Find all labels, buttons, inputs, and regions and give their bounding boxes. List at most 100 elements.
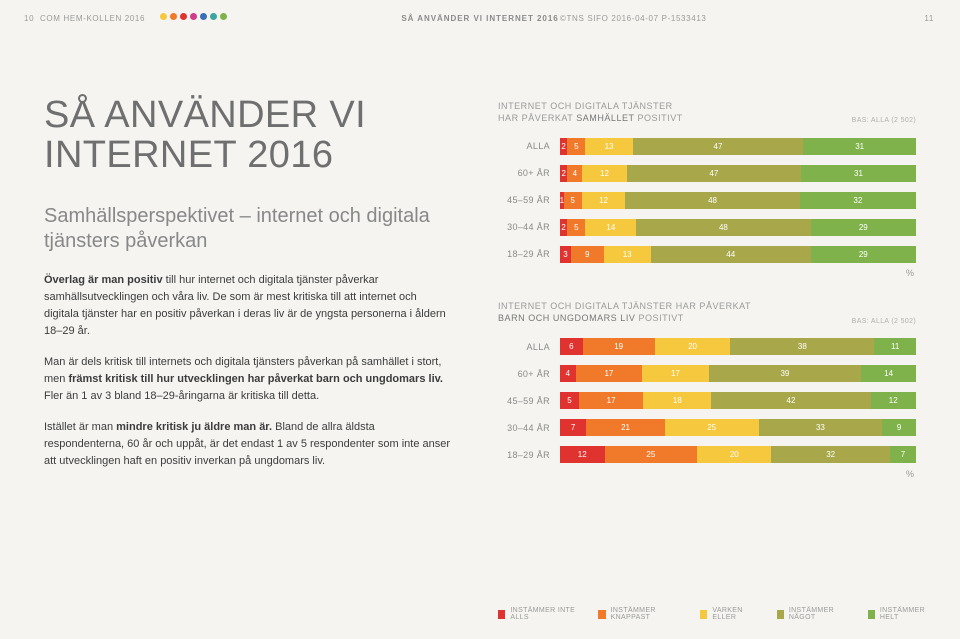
bar-segment: 11 [874,338,916,355]
subtitle: Samhällsperspektivet – internet och digi… [44,204,452,254]
chart-row: ALLA25134731 [498,136,916,156]
bar-segment: 12 [582,192,626,209]
percent-label: % [498,268,916,278]
bar-segment: 21 [586,419,665,436]
bar-segment: 5 [567,138,585,155]
chart-row: 30–44 ÅR72125339 [498,418,916,438]
chart-row: 30–44 ÅR25144829 [498,217,916,237]
bar-segment: 32 [800,192,916,209]
chart-row: 60+ ÅR24124731 [498,163,916,183]
stacked-bar: 72125339 [560,419,916,436]
brand-dot-icon [190,13,197,20]
bar-segment: 44 [651,246,811,263]
legend-swatch-icon [598,610,605,619]
bar-segment: 29 [811,219,916,236]
bar-segment: 2 [560,219,567,236]
row-label: 60+ ÅR [498,369,560,379]
stacked-bar: 39134429 [560,246,916,263]
stacked-bar: 417173914 [560,365,916,382]
bar-segment: 13 [604,246,651,263]
stacked-bar: 517184212 [560,392,916,409]
legend-item: INSTÄMMER NÅGOT [777,607,850,621]
stacked-bar-chart: ALLA2513473160+ ÅR2412473145–59 ÅR151248… [498,136,916,264]
chart-title-text: INTERNET OCH DIGITALA TJÄNSTER HAR PÅVER… [498,300,751,324]
legend-label: INSTÄMMER HELT [880,607,934,621]
row-label: 60+ ÅR [498,168,560,178]
bar-segment: 9 [882,419,916,436]
page-number-right: 11 [924,14,934,23]
bar-segment: 39 [709,365,862,382]
bar-segment: 31 [803,138,916,155]
bar-segment: 42 [711,392,870,409]
bar-segment: 20 [697,446,771,463]
bar-segment: 14 [861,365,916,382]
stacked-bar-chart: ALLA61920381160+ ÅR41717391445–59 ÅR5171… [498,337,916,465]
bar-segment: 25 [605,446,698,463]
bar-segment: 32 [771,446,890,463]
chart-row: ALLA619203811 [498,337,916,357]
bar-segment: 9 [571,246,604,263]
right-column: INTERNET OCH DIGITALA TJÄNSTERHAR PÅVERK… [498,100,916,479]
bar-segment: 2 [560,138,567,155]
stacked-bar: 24124731 [560,165,916,182]
bar-segment: 4 [567,165,582,182]
chart-basis: BAS: ALLA (2 502) [852,117,916,124]
chart-row: 18–29 ÅR39134429 [498,244,916,264]
bar-segment: 2 [560,165,567,182]
chart-title: INTERNET OCH DIGITALA TJÄNSTERHAR PÅVERK… [498,100,916,124]
brand-dot-icon [180,13,187,20]
legend: INSTÄMMER INTE ALLS INSTÄMMER KNAPPAST VAR… [498,607,934,621]
legend-item: INSTÄMMER KNAPPAST [598,607,682,621]
chart-title: INTERNET OCH DIGITALA TJÄNSTER HAR PÅVER… [498,300,916,324]
legend-swatch-icon [700,610,707,619]
bar-segment: 13 [585,138,632,155]
para-2: Man är dels kritisk till internets och d… [44,354,452,405]
bar-segment: 38 [730,338,874,355]
legend-swatch-icon [868,610,875,619]
legend-swatch-icon [498,610,505,619]
stacked-bar: 25134731 [560,138,916,155]
para-2-c: Fler än 1 av 3 bland 18–29-åringarna är … [44,390,319,402]
percent-label: % [498,469,916,479]
bar-segment: 12 [560,446,605,463]
legend-item: INSTÄMMER HELT [868,607,934,621]
brand-dot-icon [160,13,167,20]
section-title: SÅ ANVÄNDER VI INTERNET 2016 [401,14,558,23]
chart-row: 45–59 ÅR517184212 [498,391,916,411]
bar-segment: 3 [560,246,571,263]
chart-basis: BAS: ALLA (2 502) [852,318,916,325]
stacked-bar: 619203811 [560,338,916,355]
bar-segment: 5 [567,219,585,236]
legend-item: VARKEN ELLER [700,607,759,621]
row-label: 30–44 ÅR [498,222,560,232]
title-line1: SÅ ANVÄNDER VI [44,94,366,136]
bar-segment: 47 [627,165,801,182]
bar-segment: 19 [583,338,655,355]
bar-segment: 4 [560,365,576,382]
row-label: 18–29 ÅR [498,249,560,259]
row-label: 30–44 ÅR [498,423,560,433]
legend-label: VARKEN ELLER [712,607,758,621]
bar-segment: 17 [576,365,643,382]
bar-segment: 7 [890,446,916,463]
para-3-a: Istället är man [44,421,116,433]
legend-swatch-icon [777,610,784,619]
tns-meta: ©TNS SIFO 2016-04-07 P-1533413 [560,14,707,23]
legend-label: INSTÄMMER INTE ALLS [510,607,580,621]
legend-label: INSTÄMMER NÅGOT [789,607,850,621]
left-column: SÅ ANVÄNDER VI INTERNET 2016 Samhällsper… [44,96,452,484]
bar-segment: 7 [560,419,586,436]
page-number-left: 10 [24,14,34,23]
para-2-bold: främst kritisk till hur utvecklingen har… [68,373,443,385]
page-title: SÅ ANVÄNDER VI INTERNET 2016 [44,96,452,176]
bar-segment: 6 [560,338,583,355]
stacked-bar: 15124832 [560,192,916,209]
bar-segment: 20 [655,338,731,355]
bar-segment: 5 [560,392,579,409]
bar-segment: 17 [642,365,709,382]
brand-dot-icon [210,13,217,20]
para-3-bold: mindre kritisk ju äldre man är. [116,421,272,433]
bar-segment: 12 [871,392,916,409]
title-line2: INTERNET 2016 [44,134,333,176]
row-label: 18–29 ÅR [498,450,560,460]
